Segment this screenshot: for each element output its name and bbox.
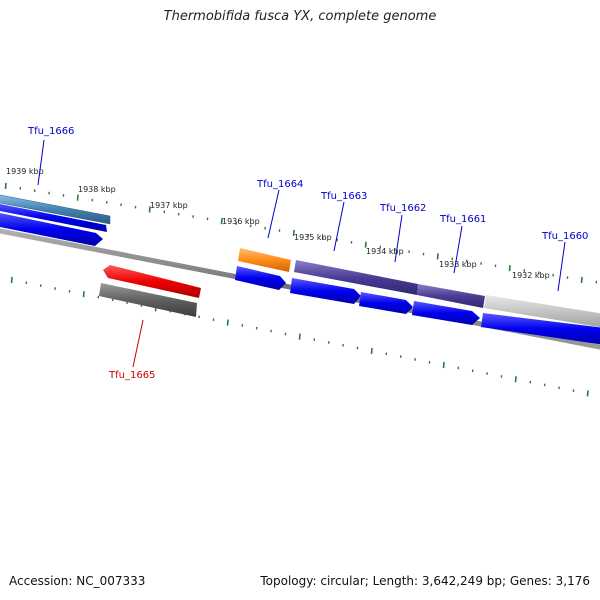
gene-label-tfu-1663[interactable]: Tfu_1663 [320, 191, 367, 202]
kbp-label: 1937 kbp [150, 201, 188, 210]
kbp-label: 1934 kbp [366, 247, 404, 256]
gene-label-tfu-1660[interactable]: Tfu_1660 [541, 231, 588, 242]
callout-line-tfu-1665 [132, 319, 144, 368]
gene-arrow-tfu-1660[interactable] [481, 313, 600, 345]
map-title: Thermobifida fusca YX, complete genome [163, 9, 437, 24]
gene-arrow-tfu-1664[interactable] [235, 266, 286, 290]
gene-arrow-tfu-1663[interactable] [290, 278, 361, 304]
kbp-label: 1938 kbp [78, 185, 116, 194]
callout-line-tfu-1662 [394, 214, 403, 263]
gene-arrow-tfu-1662[interactable] [359, 292, 413, 314]
gene-feature-tfu-1664-bar[interactable] [238, 248, 291, 272]
callout-line-tfu-1666 [37, 139, 45, 186]
outer-tick-ring [4, 182, 598, 284]
gene-feature-tfu-1660-bar[interactable] [484, 295, 600, 328]
kbp-label: 1933 kbp [439, 260, 477, 269]
kbp-label: 1935 kbp [294, 233, 332, 242]
kbp-label: 1939 kbp [6, 167, 44, 176]
gene-callouts [37, 139, 566, 368]
gene-label-tfu-1664[interactable]: Tfu_1664 [256, 179, 303, 190]
kbp-label: 1932 kbp [512, 271, 550, 280]
gene-label-tfu-1665[interactable]: Tfu_1665 [108, 370, 155, 381]
kbp-label: 1936 kbp [222, 217, 260, 226]
topology-text: Topology: circular; Length: 3,642,249 bp… [260, 574, 590, 588]
gene-label-tfu-1662[interactable]: Tfu_1662 [379, 203, 426, 214]
inner-tick-ring [10, 276, 589, 397]
accession-text: Accession: NC_007333 [9, 574, 146, 588]
callout-line-tfu-1663 [333, 201, 345, 252]
gene-feature-tfu-1665-bar[interactable] [99, 283, 197, 317]
gene-arrow-tfu-1666[interactable] [0, 212, 103, 246]
gene-feature-tfu-1663-bar[interactable] [294, 260, 418, 295]
callout-line-tfu-1664 [267, 189, 280, 239]
gene-arrow-tfu-1661[interactable] [412, 301, 480, 325]
gene-arrow-tfu-1666-upper[interactable] [0, 203, 107, 232]
gene-label-tfu-1666[interactable]: Tfu_1666 [27, 126, 74, 137]
gene-feature-tfu-1666-bar[interactable] [0, 194, 111, 225]
callout-line-tfu-1661 [453, 225, 463, 274]
gene-feature-tfu-1661-bar[interactable] [417, 284, 485, 308]
callout-line-tfu-1660 [557, 241, 566, 292]
gene-label-tfu-1661[interactable]: Tfu_1661 [439, 214, 486, 225]
kbp-labels: 1939 kbp 1938 kbp 1937 kbp 1936 kbp 1935… [6, 167, 550, 280]
gene-arrow-tfu-1665[interactable] [103, 265, 201, 298]
